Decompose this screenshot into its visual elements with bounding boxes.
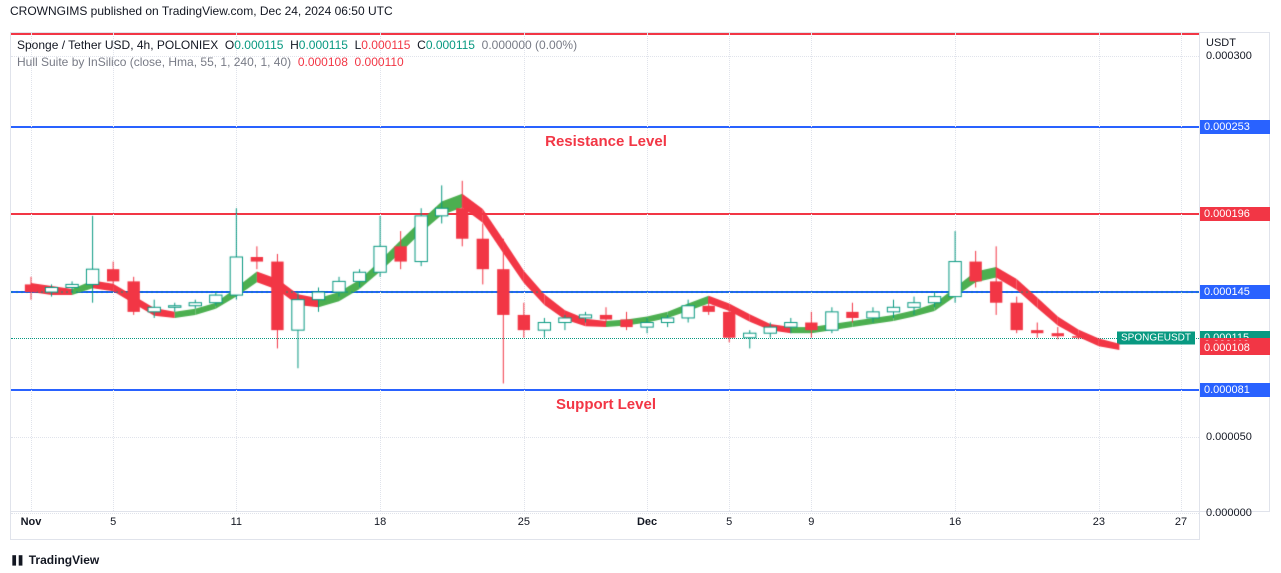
y-tick: 0.000050 [1206, 431, 1252, 443]
timeframe: 4h [137, 38, 150, 52]
ohlc-low: 0.000115 [361, 38, 410, 52]
tradingview-logo: TradingView [10, 553, 99, 567]
price-label: 0.000108 [1200, 341, 1270, 355]
plot-area[interactable]: Sponge / Tether USD, 4h, POLONIEX O0.000… [10, 32, 1200, 512]
ohlc-change: 0.000000 (0.00%) [482, 38, 577, 52]
price-label: 0.000196 [1200, 207, 1270, 221]
candlestick-canvas [11, 33, 1201, 513]
chart-legend: Sponge / Tether USD, 4h, POLONIEX O0.000… [17, 37, 577, 71]
x-tick: 9 [808, 516, 814, 528]
x-tick: Nov [21, 516, 42, 528]
x-tick: 11 [231, 516, 242, 528]
x-tick: 25 [518, 516, 530, 528]
ohlc-close: 0.000115 [426, 38, 475, 52]
y-axis[interactable]: USDT 0.0000000.0000500.000300 0.0002530.… [1200, 32, 1270, 512]
y-tick: 0.000300 [1206, 50, 1252, 62]
symbol-title: Sponge / Tether USD [17, 38, 130, 52]
exchange: POLONIEX [157, 38, 218, 52]
hull-value-2: 0.000110 [355, 55, 404, 69]
chart-container: Sponge / Tether USD, 4h, POLONIEX O0.000… [0, 24, 1281, 549]
y-tick: 0.000000 [1206, 507, 1252, 519]
y-axis-currency: USDT [1206, 37, 1236, 49]
indicator-label: Hull Suite by InSilico (close, Hma, 55, … [17, 55, 291, 69]
publish-header: CROWNGIMS published on TradingView.com, … [0, 0, 1281, 24]
author: CROWNGIMS [10, 4, 87, 18]
hull-value-1: 0.000108 [298, 55, 348, 69]
price-label: 0.000253 [1200, 120, 1270, 134]
x-tick: 18 [374, 516, 386, 528]
x-tick: 16 [949, 516, 961, 528]
price-label: 0.000145 [1200, 285, 1270, 299]
x-tick: 5 [110, 516, 116, 528]
price-label: 0.000081 [1200, 383, 1270, 397]
ohlc-open: 0.000115 [234, 38, 283, 52]
x-tick: 27 [1175, 516, 1187, 528]
publish-text: published on TradingView.com, Dec 24, 20… [91, 4, 393, 18]
ohlc-high: 0.000115 [299, 38, 348, 52]
x-axis[interactable]: Nov 5 11 18 25 Dec 5 9 16 23 27 [10, 512, 1200, 540]
x-tick: 23 [1093, 516, 1105, 528]
x-tick: 5 [726, 516, 732, 528]
x-tick: Dec [637, 516, 657, 528]
